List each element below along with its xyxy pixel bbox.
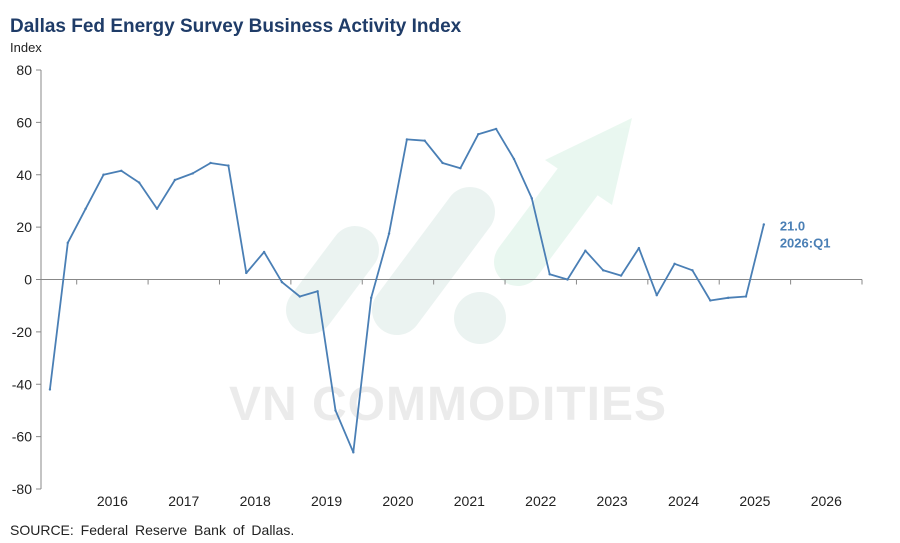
data-point <box>84 207 87 210</box>
data-point <box>441 161 444 165</box>
y-tick-label: -40 <box>12 376 32 392</box>
data-point <box>512 157 516 161</box>
data-point <box>334 409 337 412</box>
data-point <box>245 271 248 275</box>
y-tick-label: -80 <box>12 481 32 497</box>
y-tick-label: 40 <box>16 167 32 183</box>
x-tick-label: 2018 <box>240 493 271 509</box>
x-tick-label: 2021 <box>454 493 485 509</box>
data-point <box>387 232 391 235</box>
data-point <box>619 274 623 277</box>
data-point <box>655 294 658 297</box>
y-tick-label: 60 <box>16 114 32 130</box>
y-tick-label: -60 <box>12 429 32 445</box>
x-tick-label: 2017 <box>168 493 199 509</box>
x-tick-label: 2025 <box>739 493 770 509</box>
data-point <box>548 273 551 276</box>
data-point <box>155 207 159 210</box>
y-tick-label: -20 <box>12 324 32 340</box>
data-point <box>726 296 730 300</box>
watermark-text: VN COMMODITIES <box>229 378 667 431</box>
data-point <box>459 167 462 170</box>
y-tick-label: 0 <box>24 272 32 288</box>
last-period-label: 2026:Q1 <box>780 236 831 251</box>
y-tick-label: 20 <box>16 219 32 235</box>
data-point <box>137 181 141 184</box>
x-tick-label: 2019 <box>311 493 342 509</box>
data-point <box>637 246 641 250</box>
data-point <box>298 295 301 298</box>
x-tick-label: 2023 <box>597 493 628 509</box>
data-point <box>566 278 569 281</box>
last-value-label: 21.0 <box>780 219 805 234</box>
data-point <box>209 161 212 165</box>
data-point <box>120 169 123 173</box>
data-point <box>48 388 52 391</box>
data-point <box>602 269 605 272</box>
data-point <box>369 296 373 300</box>
data-point <box>191 172 194 175</box>
data-point <box>102 173 105 176</box>
data-point <box>262 250 266 254</box>
y-tick-label: 80 <box>16 62 32 78</box>
data-point <box>173 178 177 182</box>
x-tick-label: 2020 <box>382 493 413 509</box>
x-tick-label: 2016 <box>97 493 128 509</box>
x-tick-label: 2024 <box>668 493 699 509</box>
source-note: SOURCE: Federal Reserve Bank of Dallas. <box>10 522 295 538</box>
data-point <box>423 139 426 142</box>
data-point <box>227 164 230 167</box>
x-tick-label: 2022 <box>525 493 556 509</box>
y-axis-unit-label: Index <box>10 40 42 55</box>
data-point <box>530 197 534 200</box>
data-point <box>691 269 694 272</box>
data-point <box>762 223 766 226</box>
data-point <box>477 132 480 136</box>
data-point <box>280 280 284 284</box>
data-point <box>405 138 409 141</box>
chart-title: Dallas Fed Energy Survey Business Activi… <box>10 16 462 37</box>
data-point <box>584 249 587 252</box>
x-tick-label: 2026 <box>811 493 842 509</box>
data-point <box>673 262 676 265</box>
data-point <box>744 295 748 298</box>
data-point <box>66 241 69 245</box>
data-point <box>352 451 355 454</box>
data-point <box>494 127 498 131</box>
data-point <box>316 290 319 293</box>
data-point <box>709 299 712 302</box>
